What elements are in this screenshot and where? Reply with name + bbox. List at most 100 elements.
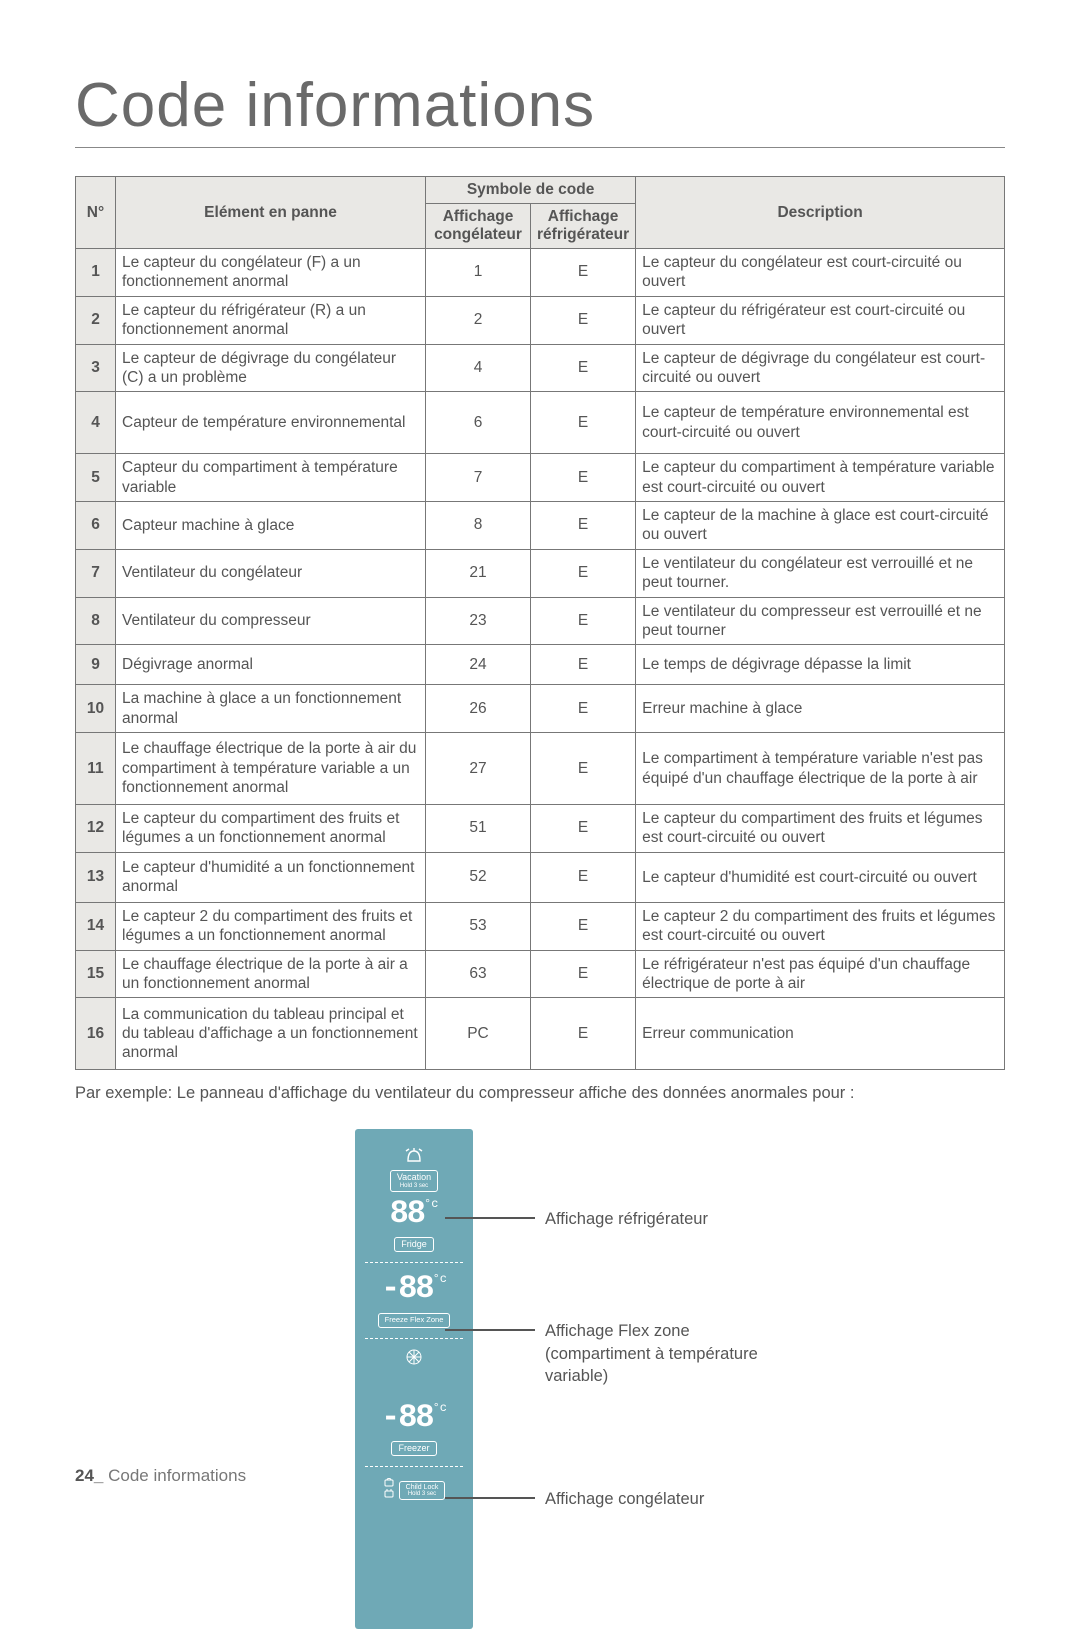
th-num: N° — [76, 177, 116, 249]
row-num: 4 — [76, 392, 116, 454]
child-lock-hold: Hold 3 sec — [406, 1491, 439, 1497]
row-desc: Le compartiment à température variable n… — [636, 733, 1005, 805]
row-elem: Le chauffage électrique de la porte à ai… — [116, 733, 426, 805]
page-number: 24_ — [75, 1466, 103, 1485]
table-row: 4Capteur de température environnemental6… — [76, 392, 1005, 454]
freezer-deg: °c — [433, 1401, 447, 1415]
flex-label: Affichage Flex zone (compartiment à temp… — [545, 1320, 758, 1387]
row-freezer-code: 24 — [426, 645, 531, 685]
row-freezer-code: 4 — [426, 344, 531, 392]
flex-value: -88 — [381, 1270, 433, 1307]
example-text: Par exemple: Le panneau d'affichage du v… — [75, 1084, 1005, 1103]
freezer-display: -88°c — [365, 1402, 463, 1434]
page-footer: 24_ Code informations — [75, 1466, 246, 1486]
row-desc: Le ventilateur du compresseur est verrou… — [636, 597, 1005, 645]
callout-line — [445, 1329, 535, 1331]
th-sym-fridge: Affichage réfrigérateur — [531, 204, 636, 249]
row-fridge-code: E — [531, 549, 636, 597]
row-freezer-code: PC — [426, 998, 531, 1070]
separator — [365, 1466, 463, 1467]
table-row: 5Capteur du compartiment à température v… — [76, 454, 1005, 502]
row-elem: Le capteur de dégivrage du congélateur (… — [116, 344, 426, 392]
table-row: 9Dégivrage anormal24ELe temps de dégivra… — [76, 645, 1005, 685]
row-freezer-code: 23 — [426, 597, 531, 645]
row-freezer-code: 26 — [426, 685, 531, 733]
child-lock-button: Child Lock Hold 3 sec — [399, 1481, 446, 1501]
row-num: 2 — [76, 296, 116, 344]
row-fridge-code: E — [531, 249, 636, 297]
row-desc: Le temps de dégivrage dépasse la limit — [636, 645, 1005, 685]
callout-line — [445, 1217, 535, 1219]
th-sym-freezer: Affichage congélateur — [426, 204, 531, 249]
row-elem: Le capteur du compartiment des fruits et… — [116, 805, 426, 853]
table-row: 15Le chauffage électrique de la porte à … — [76, 950, 1005, 998]
panel-diagram: Vacation Hold 3 sec 88°c Fridge -88°c Fr… — [75, 1129, 1005, 1649]
row-elem: Le capteur du réfrigérateur (R) a un fon… — [116, 296, 426, 344]
row-elem: Ventilateur du congélateur — [116, 549, 426, 597]
row-desc: Le réfrigérateur n'est pas équipé d'un c… — [636, 950, 1005, 998]
row-num: 15 — [76, 950, 116, 998]
table-row: 2Le capteur du réfrigérateur (R) a un fo… — [76, 296, 1005, 344]
row-num: 12 — [76, 805, 116, 853]
row-desc: Le capteur du réfrigérateur est court-ci… — [636, 296, 1005, 344]
flex-label-1: Affichage Flex zone — [545, 1322, 690, 1340]
row-num: 11 — [76, 733, 116, 805]
row-elem: Capteur de température environnemental — [116, 392, 426, 454]
row-fridge-code: E — [531, 733, 636, 805]
row-fridge-code: E — [531, 597, 636, 645]
row-freezer-code: 63 — [426, 950, 531, 998]
row-freezer-code: 52 — [426, 852, 531, 902]
th-desc: Description — [636, 177, 1005, 249]
row-fridge-code: E — [531, 852, 636, 902]
row-freezer-code: 2 — [426, 296, 531, 344]
row-fridge-code: E — [531, 950, 636, 998]
freezer-value: -88 — [381, 1399, 433, 1436]
row-elem: Le chauffage électrique de la porte à ai… — [116, 950, 426, 998]
row-elem: La communication du tableau principal et… — [116, 998, 426, 1070]
row-freezer-code: 7 — [426, 454, 531, 502]
vacation-label: Vacation — [397, 1172, 431, 1182]
row-fridge-code: E — [531, 344, 636, 392]
row-elem: Capteur du compartiment à température va… — [116, 454, 426, 502]
table-row: 14Le capteur 2 du compartiment des fruit… — [76, 902, 1005, 950]
row-fridge-code: E — [531, 502, 636, 550]
row-elem: La machine à glace a un fonctionnement a… — [116, 685, 426, 733]
row-freezer-code: 8 — [426, 502, 531, 550]
row-fridge-code: E — [531, 805, 636, 853]
row-fridge-code: E — [531, 392, 636, 454]
table-row: 8Ventilateur du compresseur23ELe ventila… — [76, 597, 1005, 645]
freezer-button: Freezer — [391, 1441, 436, 1456]
vacation-button: Vacation Hold 3 sec — [390, 1170, 438, 1192]
row-freezer-code: 21 — [426, 549, 531, 597]
table-row: 13Le capteur d'humidité a un fonctionnem… — [76, 852, 1005, 902]
row-desc: Le ventilateur du congélateur est verrou… — [636, 549, 1005, 597]
fridge-value: 88 — [390, 1195, 424, 1232]
row-fridge-code: E — [531, 902, 636, 950]
callout-line — [445, 1497, 535, 1499]
flex-display: -88°c — [365, 1273, 463, 1305]
row-desc: Le capteur du compartiment à température… — [636, 454, 1005, 502]
row-num: 5 — [76, 454, 116, 502]
flex-label-3: variable) — [545, 1367, 608, 1385]
row-num: 7 — [76, 549, 116, 597]
row-elem: Le capteur du congélateur (F) a un fonct… — [116, 249, 426, 297]
row-num: 3 — [76, 344, 116, 392]
row-fridge-code: E — [531, 685, 636, 733]
row-fridge-code: E — [531, 645, 636, 685]
vacation-hold: Hold 3 sec — [397, 1183, 431, 1189]
table-row: 10La machine à glace a un fonctionnement… — [76, 685, 1005, 733]
row-elem: Ventilateur du compresseur — [116, 597, 426, 645]
row-desc: Le capteur de la machine à glace est cou… — [636, 502, 1005, 550]
row-desc: Erreur machine à glace — [636, 685, 1005, 733]
row-desc: Le capteur du compartiment des fruits et… — [636, 805, 1005, 853]
separator — [365, 1262, 463, 1263]
row-fridge-code: E — [531, 998, 636, 1070]
table-row: 7Ventilateur du congélateur21ELe ventila… — [76, 549, 1005, 597]
footer-section: Code informations — [108, 1466, 246, 1485]
row-elem: Le capteur d'humidité a un fonctionnemen… — [116, 852, 426, 902]
row-num: 10 — [76, 685, 116, 733]
row-desc: Le capteur d'humidité est court-circuité… — [636, 852, 1005, 902]
row-fridge-code: E — [531, 296, 636, 344]
th-elem: Elément en panne — [116, 177, 426, 249]
fridge-display: 88°c — [365, 1198, 463, 1230]
